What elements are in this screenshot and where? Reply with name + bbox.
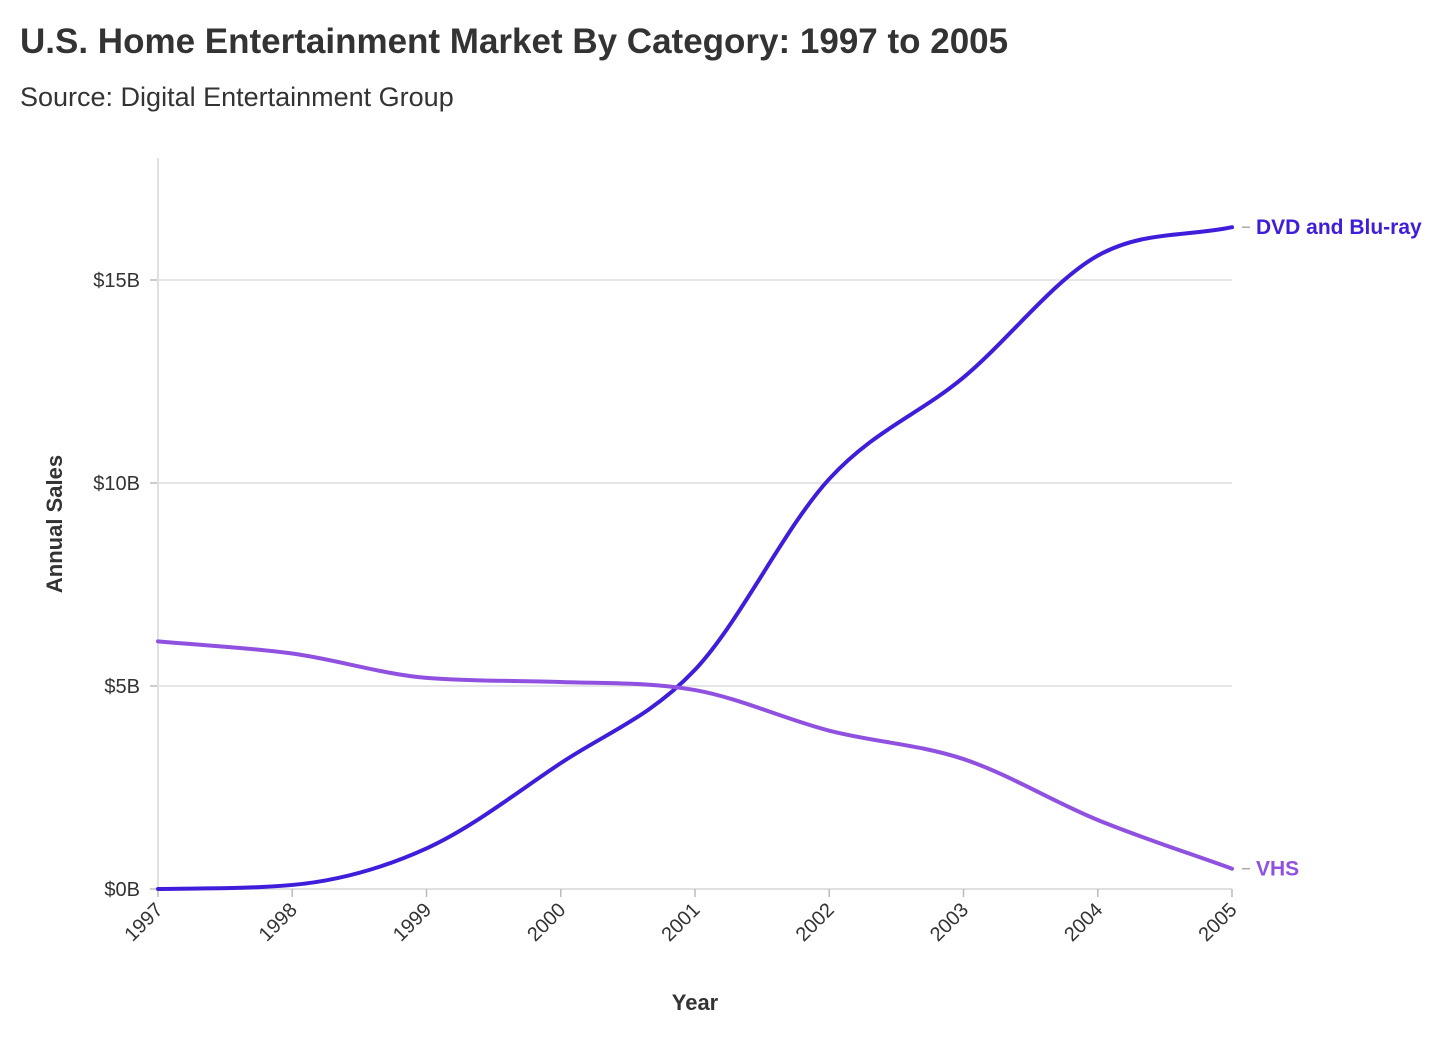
y-axis-title: Annual Sales <box>42 455 67 593</box>
x-tick-label: 2003 <box>926 899 973 946</box>
y-tick-label: $10B <box>93 473 140 495</box>
series-label-vhs: VHS <box>1256 858 1299 881</box>
series-label-dvd-and-blu-ray: DVD and Blu-ray <box>1256 216 1422 239</box>
x-tick-label: 2001 <box>658 899 705 946</box>
y-tick-label: $0B <box>104 879 140 901</box>
x-tick-label: 1998 <box>255 899 302 946</box>
chart-title: U.S. Home Entertainment Market By Catego… <box>20 22 1009 61</box>
x-tick-label: 2000 <box>523 899 570 946</box>
x-tick-label: 2005 <box>1195 899 1242 946</box>
chart-subtitle: Source: Digital Entertainment Group <box>20 82 454 112</box>
series-lines <box>156 225 1234 891</box>
series-line-vhs <box>156 639 1234 871</box>
x-axis-title: Year <box>672 990 719 1015</box>
x-tick-label: 1999 <box>389 899 436 946</box>
series-line-dvd-and-blu-ray <box>156 225 1234 891</box>
y-tick-label: $15B <box>93 270 140 292</box>
series-labels: DVD and Blu-ray VHS <box>1242 216 1422 881</box>
gridlines <box>158 279 1232 687</box>
x-tick-label: 2002 <box>792 899 839 946</box>
x-tick-label: 2004 <box>1060 899 1107 946</box>
x-tick-label: 1997 <box>121 899 168 946</box>
y-tick-label: $5B <box>104 676 140 698</box>
